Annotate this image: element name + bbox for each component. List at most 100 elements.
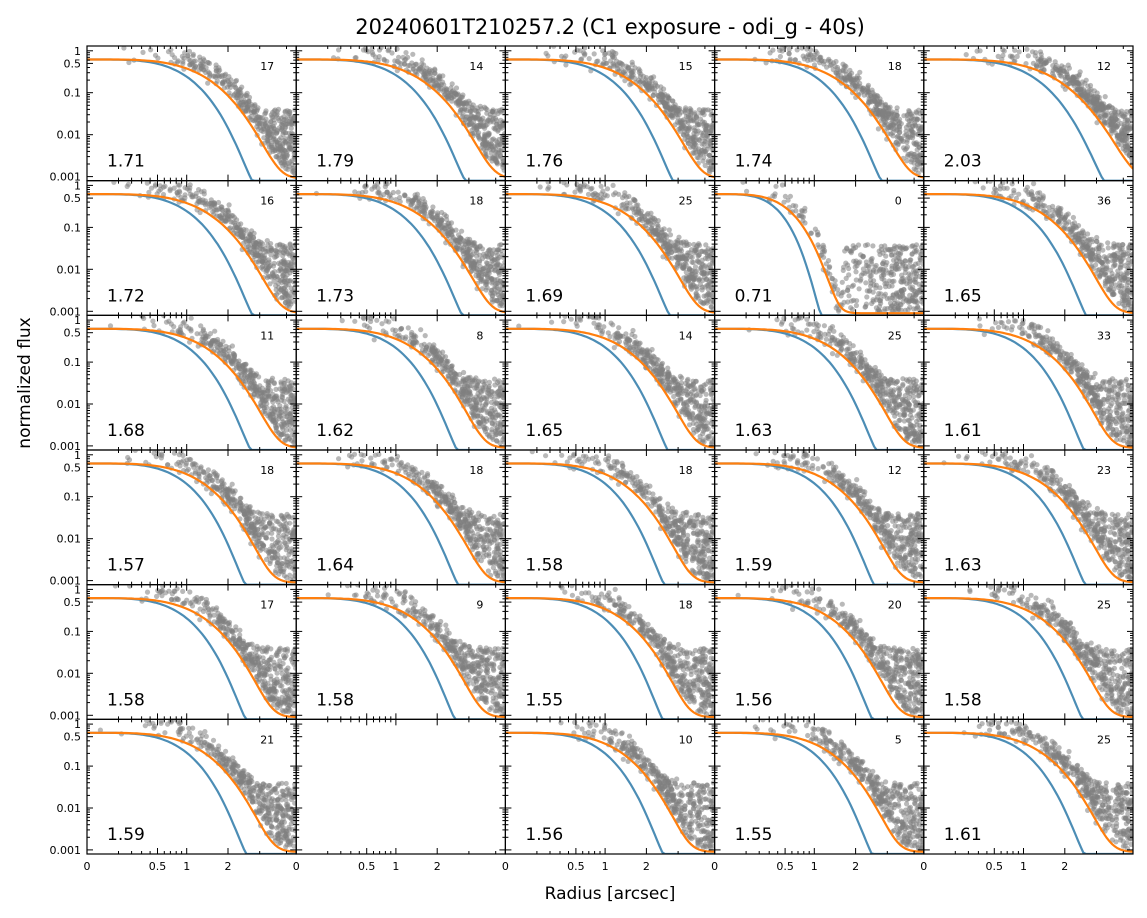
data-points: [740, 180, 924, 314]
data-point: [205, 80, 211, 86]
data-point: [572, 189, 578, 195]
data-point: [794, 47, 800, 53]
data-point: [487, 142, 493, 148]
data-point: [685, 140, 692, 146]
data-point: [702, 263, 708, 269]
data-point: [494, 298, 500, 304]
data-point: [694, 154, 700, 160]
data-point: [172, 55, 178, 61]
data-point: [860, 266, 867, 272]
data-point: [1112, 129, 1118, 136]
data-point: [264, 238, 270, 244]
data-point: [1124, 117, 1130, 123]
data-point: [919, 166, 924, 172]
data-point: [375, 185, 381, 191]
data-point: [401, 61, 407, 67]
data-point: [915, 116, 921, 122]
data-point: [701, 249, 708, 255]
data-point: [409, 60, 415, 66]
data-point: [238, 221, 244, 227]
data-point: [880, 266, 886, 272]
data-point: [431, 82, 437, 88]
data-point: [264, 267, 271, 273]
data-point: [598, 183, 604, 189]
data-point: [683, 107, 689, 113]
data-point: [386, 47, 392, 53]
data-point: [703, 293, 709, 299]
data-point: [687, 106, 693, 112]
data-point: [487, 155, 493, 161]
data-point: [1102, 283, 1108, 289]
data-point: [627, 68, 634, 74]
data-point: [281, 272, 287, 278]
data-point: [992, 186, 998, 192]
data-point: [146, 189, 152, 195]
data-point: [268, 245, 274, 251]
data-point: [199, 200, 206, 206]
data-point: [847, 75, 853, 81]
data-point: [500, 299, 506, 305]
data-point: [862, 270, 868, 276]
data-point: [891, 126, 897, 132]
data-point: [1066, 219, 1072, 225]
data-point: [702, 107, 709, 113]
data-point: [896, 266, 902, 272]
data-point: [261, 118, 267, 124]
data-point: [874, 107, 880, 113]
data-point: [648, 83, 654, 89]
data-point: [840, 67, 846, 73]
data-point: [863, 259, 870, 265]
data-point: [219, 81, 225, 87]
data-point: [1008, 193, 1014, 199]
data-point: [461, 106, 468, 112]
data-point: [693, 142, 699, 148]
data-point: [911, 306, 917, 312]
data-point: [648, 75, 654, 81]
data-point: [490, 109, 496, 115]
data-point: [428, 70, 434, 76]
data-point: [1122, 305, 1128, 311]
data-point: [709, 122, 715, 129]
data-point: [1086, 97, 1092, 103]
data-point: [272, 107, 278, 113]
data-point: [815, 232, 821, 238]
data-point: [585, 191, 592, 197]
data-point: [686, 265, 692, 271]
data-point: [489, 266, 495, 273]
data-point: [877, 96, 883, 102]
data-point: [483, 287, 489, 293]
data-point: [336, 47, 342, 53]
data-point: [787, 193, 794, 199]
data-point: [216, 206, 222, 212]
y-tick-label: 1: [74, 45, 81, 58]
data-point: [293, 280, 297, 286]
data-point: [290, 115, 296, 121]
data-point: [1093, 262, 1099, 268]
data-point: [1000, 52, 1006, 59]
data-point: [896, 130, 903, 136]
data-point: [288, 263, 294, 269]
data-point: [889, 112, 896, 118]
data-point: [453, 100, 459, 106]
data-point: [650, 92, 656, 98]
y-tick-label: 0.1: [64, 87, 82, 100]
data-point: [697, 281, 704, 288]
data-point: [1011, 190, 1017, 196]
data-point: [913, 271, 920, 277]
data-point: [1118, 120, 1124, 127]
data-point: [224, 84, 231, 90]
data-point: [870, 267, 877, 273]
data-point: [1009, 54, 1015, 61]
data-point: [655, 93, 661, 99]
data-point: [920, 261, 924, 267]
data-point: [240, 99, 246, 105]
data-points: [972, 180, 1133, 313]
data-point: [827, 63, 833, 69]
data-point: [770, 193, 776, 199]
data-point: [827, 58, 834, 65]
data-point: [695, 253, 701, 259]
data-point: [451, 94, 457, 100]
data-point: [452, 90, 458, 96]
data-point: [693, 146, 699, 152]
data-point: [1105, 245, 1111, 251]
